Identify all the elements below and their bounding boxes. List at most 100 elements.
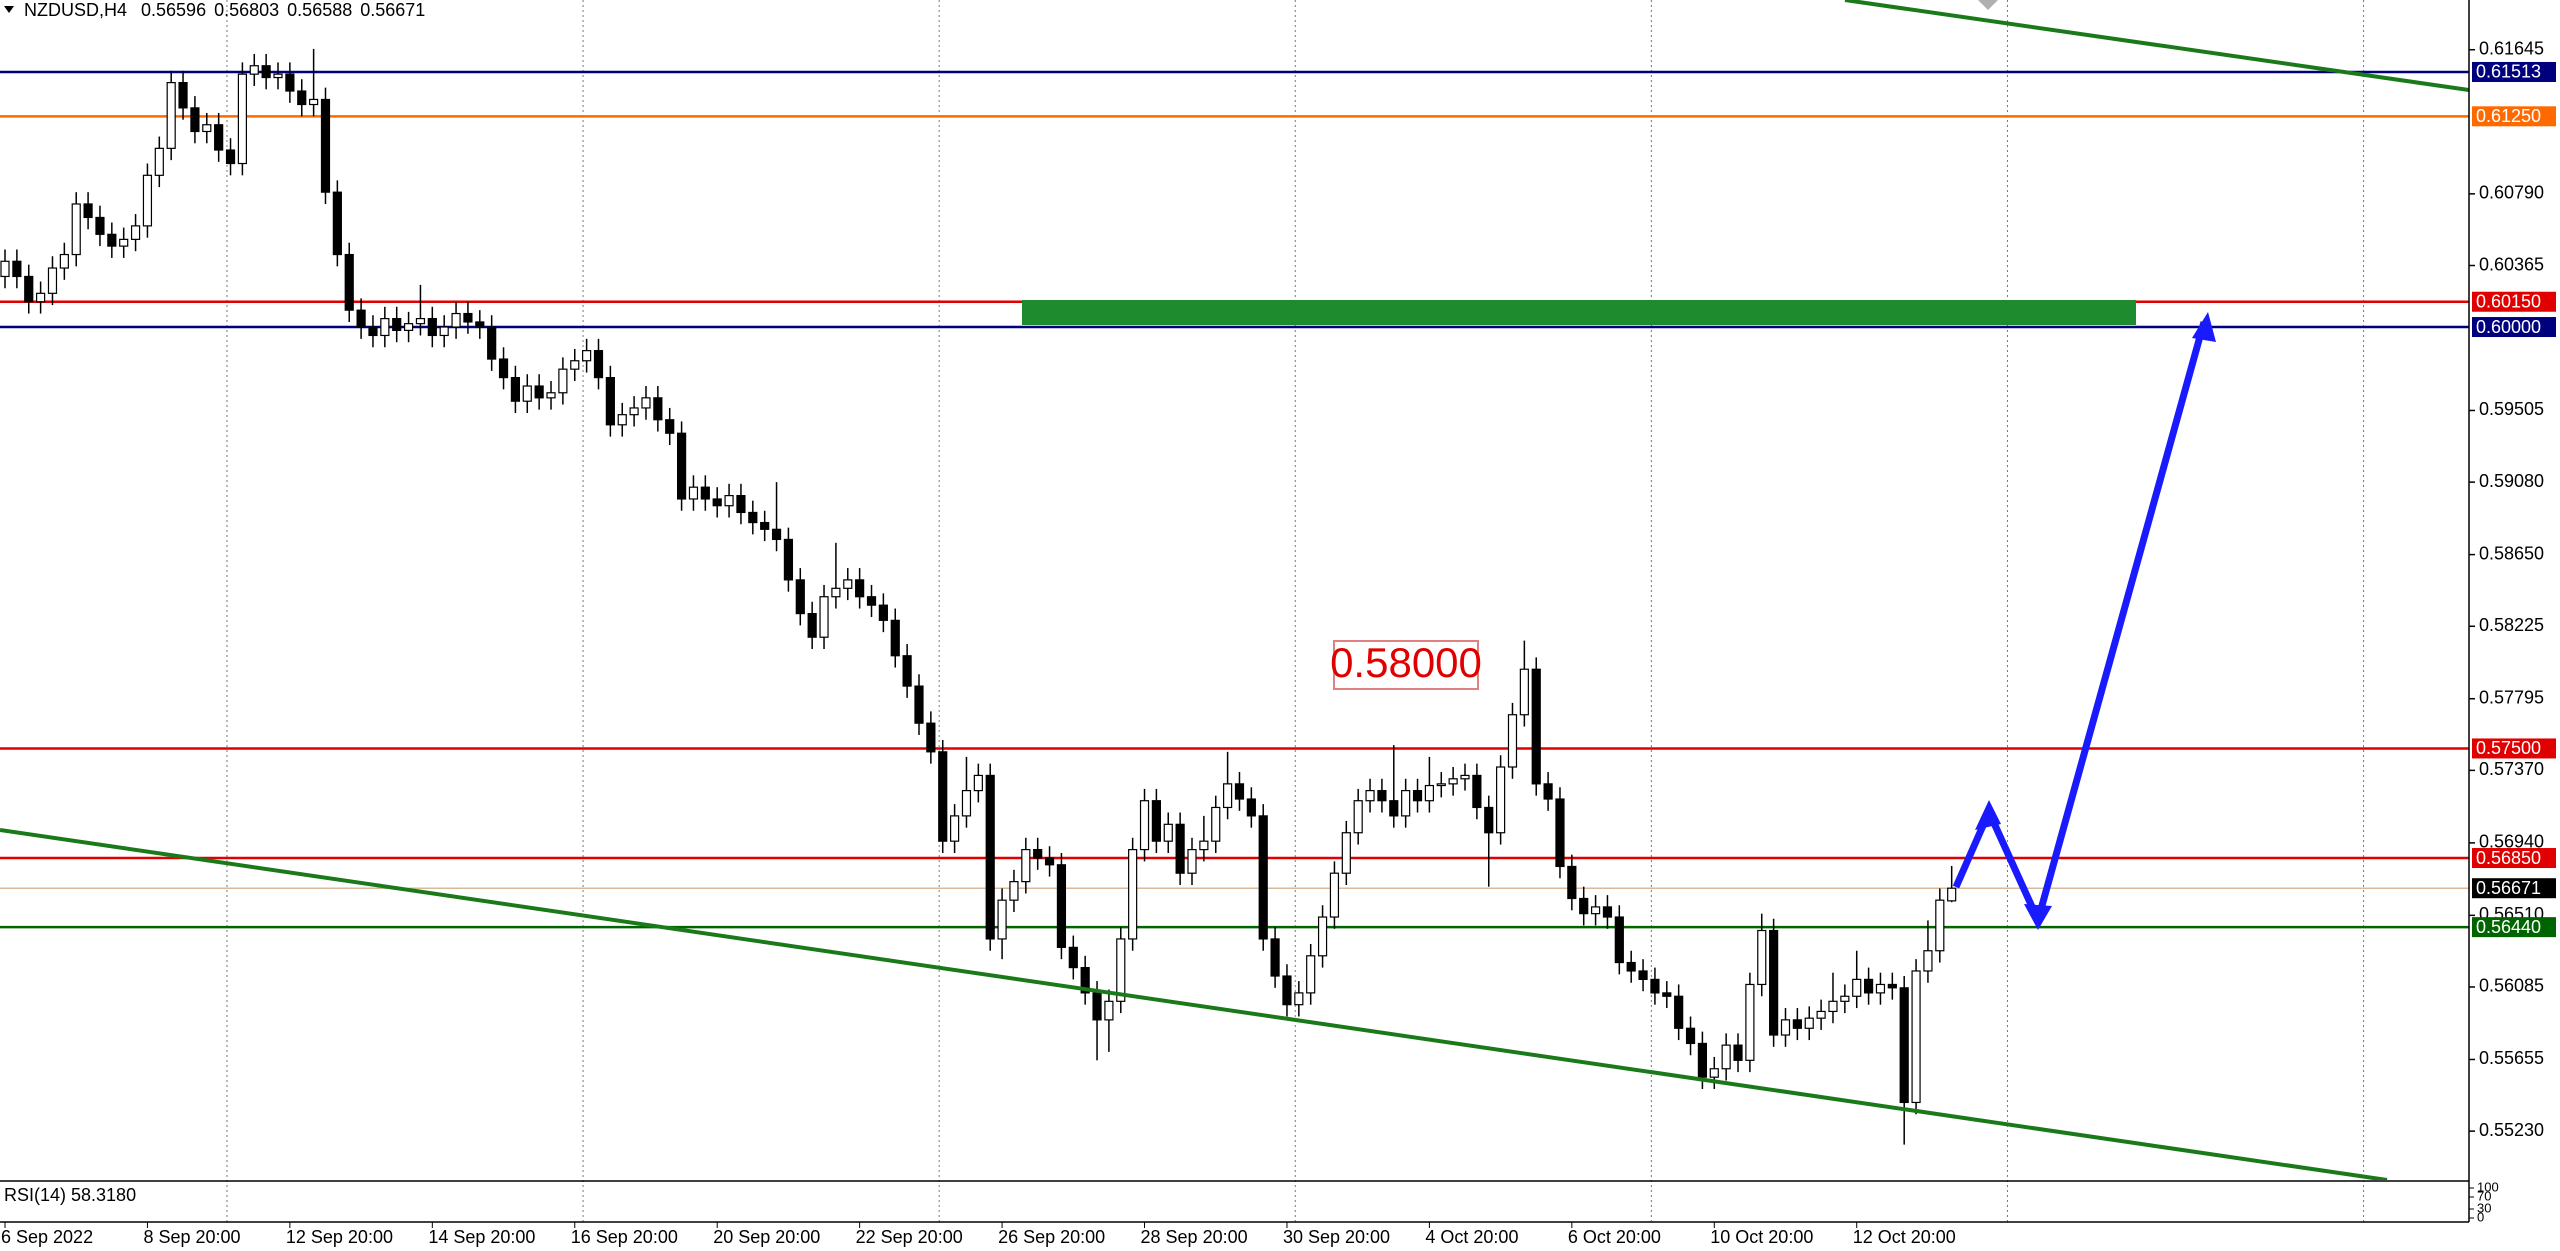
candle-body: [582, 350, 592, 362]
candle-body: [487, 326, 497, 360]
rsi-tick-label: 0: [2477, 1209, 2484, 1224]
candle-body: [237, 73, 247, 165]
arrow-head: [2024, 904, 2052, 930]
price-level-tag: [2472, 61, 2556, 82]
y-tick-label: 0.58650: [2479, 543, 2544, 563]
candle-body: [1436, 783, 1446, 787]
candle-body: [1258, 815, 1268, 940]
candle-body: [1543, 783, 1553, 800]
candle-body: [807, 612, 817, 638]
candle-body: [95, 216, 105, 235]
candle-body: [949, 815, 960, 842]
candle-body: [498, 358, 509, 379]
candle-body: [712, 498, 722, 507]
candle-body: [154, 147, 164, 176]
candle-body: [1840, 995, 1850, 1002]
candle-body: [24, 275, 34, 303]
candle-body: [522, 385, 532, 402]
candle-body: [1709, 1068, 1719, 1078]
candle-body: [676, 432, 687, 500]
price-level-tag: [2472, 317, 2556, 338]
candle-body: [1282, 975, 1292, 1006]
x-tick-label: 14 Sep 20:00: [428, 1227, 535, 1247]
candle-body: [261, 65, 271, 79]
candle-body: [878, 604, 888, 621]
candle-body: [463, 312, 473, 323]
candle-body: [1116, 938, 1126, 1002]
candle-body: [1199, 840, 1209, 851]
candle-body: [1567, 865, 1577, 900]
candle-body: [1412, 789, 1423, 802]
candle-body: [1496, 766, 1506, 834]
candle-body: [1662, 992, 1672, 997]
price-level-tag: [2472, 917, 2556, 938]
candle-body: [1923, 950, 1933, 972]
candle-body: [831, 587, 841, 598]
y-tick-label: 0.60790: [2479, 183, 2544, 203]
y-tick-label: 0.56940: [2479, 832, 2544, 852]
candle-body: [1270, 938, 1280, 977]
trend-line: [0, 828, 2388, 1180]
candle-body: [297, 90, 307, 106]
candle-body: [1519, 668, 1529, 716]
x-tick-label: 22 Sep 20:00: [856, 1227, 963, 1247]
target-zone: [1022, 300, 2136, 325]
candle-body: [546, 392, 556, 399]
candle-body: [1745, 983, 1755, 1061]
candle-body: [1911, 970, 1921, 1104]
candle-body: [629, 407, 639, 416]
price-level-tag: [2472, 848, 2556, 869]
candle-body: [1899, 987, 1909, 1104]
candle-body: [166, 81, 176, 149]
candle-body: [1175, 823, 1185, 874]
candle-body: [439, 326, 449, 337]
symbol: NZDUSD,H4: [24, 0, 127, 20]
candle-body: [1448, 778, 1458, 785]
candle-body: [1056, 864, 1067, 948]
candle-body: [1163, 823, 1173, 842]
candle-body: [1531, 668, 1541, 785]
candle-body: [1139, 800, 1150, 851]
candle-body: [309, 98, 319, 106]
candle-body: [1234, 783, 1245, 800]
header-high: 0.56803: [214, 0, 279, 20]
candle-body: [1816, 1010, 1826, 1019]
candle-body: [1804, 1017, 1814, 1029]
y-tick-label: 0.55655: [2479, 1048, 2544, 1068]
candle-body: [795, 579, 805, 615]
candle-body: [1128, 848, 1138, 940]
candle-body: [1401, 789, 1411, 817]
y-tick-label: 0.58225: [2479, 615, 2544, 635]
candle-body: [926, 722, 936, 753]
x-tick-label: 6 Sep 2022: [1, 1227, 93, 1247]
candle-body: [119, 238, 129, 247]
candle-body: [1472, 774, 1482, 809]
x-tick-label: 12 Sep 20:00: [286, 1227, 393, 1247]
candle-body: [593, 350, 604, 379]
price-level-label: 0.60150: [2476, 291, 2541, 311]
menu-arrow[interactable]: [4, 6, 14, 13]
candle-body: [855, 579, 865, 598]
candle-body: [1341, 832, 1351, 874]
candle-body: [997, 899, 1007, 940]
candle-body: [0, 260, 10, 278]
x-tick-label: 10 Oct 20:00: [1710, 1227, 1813, 1247]
candle-body: [760, 521, 770, 530]
y-tick-label: 0.59505: [2479, 399, 2544, 419]
candle-body: [475, 321, 485, 328]
x-tick-label: 4 Oct 20:00: [1425, 1227, 1518, 1247]
price-level-tag: [2472, 106, 2556, 127]
candle-body: [1151, 800, 1161, 842]
candle-body: [1650, 978, 1660, 994]
candle-body: [985, 774, 995, 940]
candle-body: [1044, 857, 1055, 866]
candle-body: [605, 377, 615, 426]
candle-body: [617, 414, 627, 426]
candle-body: [320, 98, 331, 193]
candle-body: [142, 174, 153, 227]
candle-body: [558, 368, 568, 394]
candle-body: [902, 655, 912, 687]
price-level-label: 0.60000: [2476, 317, 2541, 337]
candle-body: [36, 292, 46, 303]
